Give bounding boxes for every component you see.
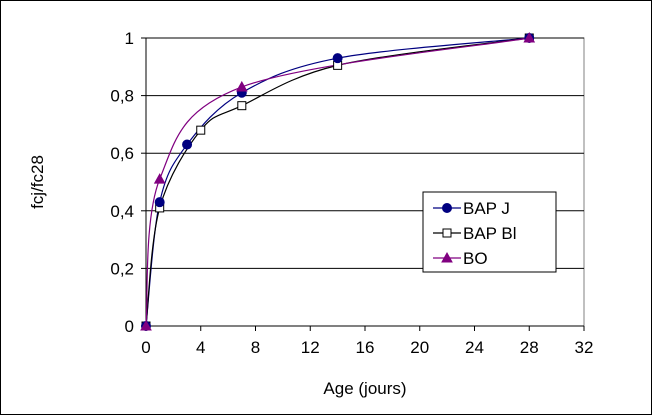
legend-label: BO xyxy=(463,249,488,268)
data-point xyxy=(153,173,166,184)
axes xyxy=(141,37,585,331)
legend: BAP J BAP Bl BO xyxy=(422,191,557,273)
data-point xyxy=(332,53,343,64)
x-tick-label: 8 xyxy=(251,338,260,357)
x-tick-label: 28 xyxy=(520,338,539,357)
legend-marker xyxy=(442,203,452,213)
data-point xyxy=(182,139,193,150)
x-tick-label: 4 xyxy=(196,338,205,357)
x-tick-label: 16 xyxy=(356,338,375,357)
data-point xyxy=(237,101,247,111)
x-tick-label: 32 xyxy=(575,338,594,357)
series-lines xyxy=(145,37,530,327)
series-line-2 xyxy=(145,37,530,327)
legend-label: BAP J xyxy=(463,199,510,218)
x-tick-label: 12 xyxy=(301,338,320,357)
x-tick-label: 24 xyxy=(465,338,484,357)
series-line-1 xyxy=(145,37,530,327)
y-tick-label: 0,6 xyxy=(110,144,134,163)
data-point xyxy=(196,125,206,135)
data-point xyxy=(235,80,248,92)
x-axis-title: Age (jours) xyxy=(323,379,406,398)
data-point xyxy=(523,31,536,43)
data-point xyxy=(140,319,152,331)
x-tick-label: 20 xyxy=(410,338,429,357)
y-tick-label: 0,8 xyxy=(110,87,134,106)
legend-marker xyxy=(442,228,452,238)
legend-marker xyxy=(441,251,453,263)
x-tick-label: 0 xyxy=(141,338,150,357)
y-tick-label: 0 xyxy=(125,317,134,336)
y-axis-title: fcj/fc28 xyxy=(28,155,47,209)
plot-area xyxy=(145,37,585,327)
y-tick-label: 0,2 xyxy=(110,259,134,278)
y-tick-label: 0,4 xyxy=(110,202,134,221)
legend-label: BAP Bl xyxy=(463,224,517,243)
data-point xyxy=(154,197,165,208)
y-tick-label: 1 xyxy=(125,29,134,48)
series-markers xyxy=(140,31,536,331)
y-tick-labels: 0 0,2 0,4 0,6 0,8 1 xyxy=(110,29,134,336)
x-tick-labels: 0 4 8 12 16 20 24 28 32 xyxy=(141,338,593,357)
